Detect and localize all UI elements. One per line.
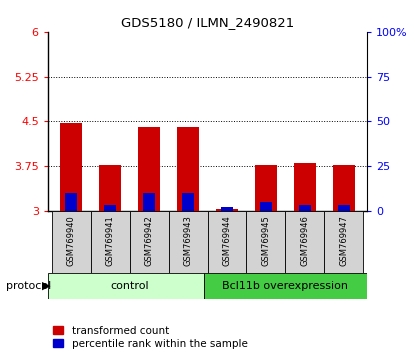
- Bar: [182, 193, 194, 211]
- Bar: [333, 165, 354, 211]
- Text: GSM769947: GSM769947: [339, 216, 349, 267]
- Bar: [61, 123, 82, 211]
- Bar: [99, 165, 121, 211]
- Text: ▶: ▶: [42, 281, 50, 291]
- Bar: [221, 207, 233, 211]
- Bar: [90, 211, 129, 273]
- Text: GSM769945: GSM769945: [261, 216, 271, 266]
- Bar: [104, 205, 116, 211]
- Text: GSM769941: GSM769941: [105, 216, 115, 266]
- Text: protocol: protocol: [6, 281, 51, 291]
- Bar: [216, 210, 238, 211]
- Bar: [294, 163, 316, 211]
- Bar: [143, 193, 155, 211]
- Bar: [338, 205, 350, 211]
- Bar: [286, 211, 325, 273]
- Text: Bcl11b overexpression: Bcl11b overexpression: [222, 281, 349, 291]
- Bar: [247, 211, 286, 273]
- Text: GSM769940: GSM769940: [66, 216, 76, 266]
- Title: GDS5180 / ILMN_2490821: GDS5180 / ILMN_2490821: [121, 16, 294, 29]
- Bar: [325, 211, 364, 273]
- Bar: [138, 127, 160, 211]
- Text: GSM769944: GSM769944: [222, 216, 232, 266]
- Bar: [299, 205, 311, 211]
- Bar: [51, 211, 90, 273]
- Bar: [65, 193, 77, 211]
- Text: GSM769942: GSM769942: [144, 216, 154, 266]
- Bar: [255, 165, 277, 211]
- Bar: [208, 211, 247, 273]
- Bar: [168, 211, 208, 273]
- Legend: transformed count, percentile rank within the sample: transformed count, percentile rank withi…: [53, 326, 248, 349]
- Text: control: control: [110, 281, 149, 291]
- Bar: [48, 273, 204, 299]
- Bar: [177, 127, 199, 211]
- Text: GSM769946: GSM769946: [300, 216, 310, 267]
- Text: GSM769943: GSM769943: [183, 216, 193, 267]
- Bar: [260, 202, 272, 211]
- Bar: [204, 273, 367, 299]
- Bar: [129, 211, 168, 273]
